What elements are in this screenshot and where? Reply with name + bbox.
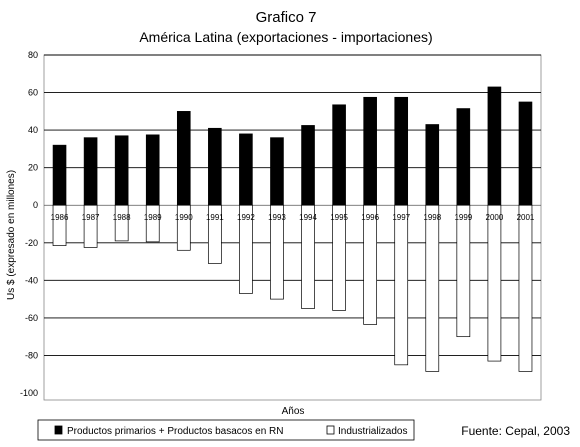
bar-primary xyxy=(332,104,346,206)
x-axis-label: Años xyxy=(282,406,305,417)
bar-industrial xyxy=(52,204,67,246)
bar-industrial xyxy=(487,204,502,362)
bar-primary xyxy=(114,135,129,206)
legend-label-industrial: Industrializados xyxy=(338,426,407,437)
y-tick-label: -20 xyxy=(25,238,38,248)
bar-industrial xyxy=(83,204,98,248)
series-primary-bars xyxy=(52,86,533,206)
bar-primary xyxy=(208,127,222,206)
bar-industrial xyxy=(456,204,471,338)
bar-industrial xyxy=(145,204,160,243)
x-tick-label: 1990 xyxy=(175,213,193,222)
y-tick-label: 0 xyxy=(33,200,38,210)
series-industrial-bars xyxy=(52,204,533,372)
y-tick-label: 60 xyxy=(28,88,38,98)
x-tick-label: 1987 xyxy=(82,213,100,222)
x-tick-label: 1991 xyxy=(206,213,224,222)
bar-primary xyxy=(239,133,253,206)
x-tick-label: 1999 xyxy=(454,213,472,222)
y-tick-label: -40 xyxy=(25,275,38,285)
bar-industrial xyxy=(176,204,191,251)
legend: Productos primarios + Productos basacos … xyxy=(37,419,415,441)
chart-title: Grafico 7 xyxy=(256,9,317,26)
bar-industrial xyxy=(394,204,409,366)
x-axis-ticks: 1986 1987 1988 1989 1990 1991 1992 1993 1994 1995… xyxy=(51,213,535,222)
legend-swatch-industrial xyxy=(326,425,335,435)
bar-primary xyxy=(518,101,533,206)
y-tick-label: 80 xyxy=(28,50,38,60)
legend-swatch-primary xyxy=(54,425,63,435)
x-tick-label: 1996 xyxy=(361,213,379,222)
x-tick-label: 1992 xyxy=(237,213,255,222)
bar-industrial xyxy=(207,204,222,264)
bar-industrial xyxy=(270,204,284,300)
x-tick-label: 1994 xyxy=(299,213,317,222)
x-tick-label: 1993 xyxy=(268,213,286,222)
y-tick-label: -80 xyxy=(25,350,38,360)
bar-primary xyxy=(301,125,315,206)
bar-industrial xyxy=(425,204,440,372)
y-axis-label: Us $ (expresado en millones) xyxy=(6,170,17,300)
bar-industrial xyxy=(114,204,129,242)
x-tick-label: 1988 xyxy=(113,213,131,222)
bar-industrial xyxy=(363,204,378,325)
bar-primary xyxy=(487,86,502,206)
bar-primary xyxy=(176,111,191,206)
bar-primary xyxy=(456,108,471,206)
bar-primary xyxy=(52,144,67,206)
y-axis-ticks: 80 60 40 20 0 -20 -40 -60 -80 -100 xyxy=(20,50,38,398)
y-tick-label: -100 xyxy=(20,388,38,398)
bar-primary xyxy=(425,124,440,206)
x-tick-label: 1986 xyxy=(51,213,69,222)
source-note: Fuente: Cepal, 2003 xyxy=(461,424,570,438)
y-tick-label: 20 xyxy=(28,163,38,173)
chart-subtitle: América Latina (exportaciones - importac… xyxy=(139,29,432,45)
bar-primary xyxy=(363,96,377,206)
x-tick-label: 1995 xyxy=(330,213,348,222)
x-tick-label: 2001 xyxy=(517,213,535,222)
x-tick-label: 1997 xyxy=(392,213,410,222)
x-tick-label: 2000 xyxy=(486,213,504,222)
legend-label-primary: Productos primarios + Productos basacos … xyxy=(67,426,284,437)
bar-industrial xyxy=(239,204,253,294)
legend-box xyxy=(37,419,415,441)
bar-primary xyxy=(394,96,409,206)
bar-industrial xyxy=(332,204,346,311)
y-tick-label: 40 xyxy=(28,125,38,135)
bar-industrial xyxy=(301,204,315,309)
bar-primary xyxy=(270,137,284,206)
bar-primary xyxy=(145,134,160,206)
bar-primary xyxy=(83,137,98,206)
bar-industrial xyxy=(518,204,533,372)
y-tick-label: -60 xyxy=(25,313,38,323)
x-tick-label: 1989 xyxy=(144,213,162,222)
x-tick-label: 1998 xyxy=(423,213,441,222)
